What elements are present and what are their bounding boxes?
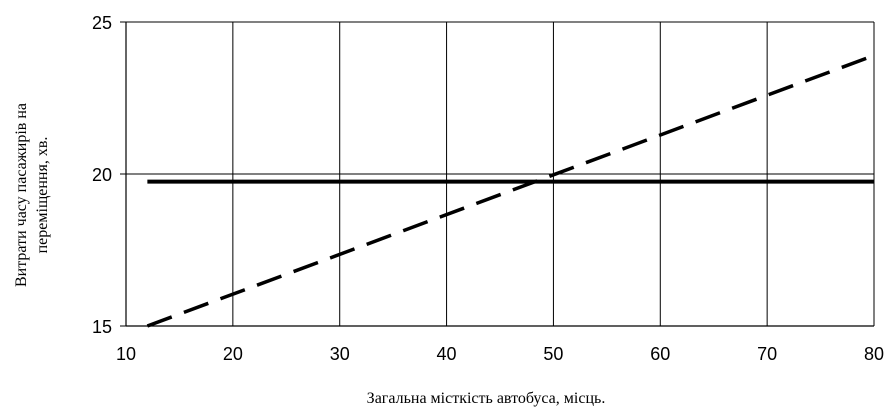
x-tick-labels: 10 20 30 40 50 60 70 80 — [116, 344, 884, 364]
x-tick-label-40: 40 — [437, 344, 457, 364]
y-tick-label-15: 15 — [92, 317, 112, 337]
y-axis-title-line-1: Витрати часу пасажирів на — [13, 103, 30, 287]
x-tick-label-20: 20 — [223, 344, 243, 364]
plot-frame — [120, 21, 874, 327]
y-axis-title-line-2: переміщення, хв. — [34, 137, 51, 254]
series-line-dashed — [146, 53, 875, 328]
y-tick-label-25: 25 — [92, 13, 112, 33]
x-tick-label-70: 70 — [757, 344, 777, 364]
y-tick-labels: 15 20 25 — [92, 13, 112, 337]
y-tick-label-20: 20 — [92, 165, 112, 185]
x-tick-label-80: 80 — [864, 344, 884, 364]
x-axis-title: Загальна місткість автобуса, місць. — [367, 390, 606, 407]
x-tick-label-30: 30 — [330, 344, 350, 364]
x-tick-label-10: 10 — [116, 344, 136, 364]
series-group — [146, 53, 875, 328]
x-tick-label-60: 60 — [650, 344, 670, 364]
x-tick-label-50: 50 — [543, 344, 563, 364]
